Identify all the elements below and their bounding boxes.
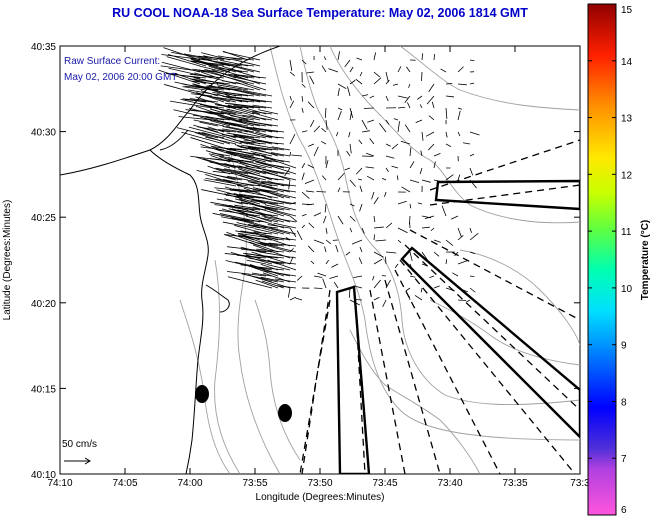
y-tick-label: 40:20 [31, 299, 56, 310]
x-tick-label: 74:05 [112, 478, 137, 489]
y-axis-ticks: 40:35 40:30 40:25 40:20 40:15 40:10 [31, 42, 580, 481]
colorbar-tick-label: 8 [621, 397, 627, 408]
x-tick-label: 73:35 [502, 478, 527, 489]
current-vectors [158, 47, 480, 308]
x-axis-label: Longitude (Degrees:Minutes) [256, 492, 385, 503]
y-tick-label: 40:30 [31, 128, 56, 139]
colorbar-label: Temperature (°C) [640, 220, 651, 301]
x-tick-label: 74:10 [47, 478, 72, 489]
colorbar-tick-label: 13 [621, 114, 633, 125]
colorbar-tick-label: 15 [621, 5, 633, 16]
scale-label: 50 cm/s [62, 439, 97, 450]
y-tick-label: 40:15 [31, 384, 56, 395]
colorbar-ticks: 15 14 13 12 11 10 9 8 7 6 [588, 3, 633, 516]
x-axis-ticks: 74:10 74:05 74:00 73:55 73:50 73:45 73:40 73:35… [47, 46, 590, 489]
transect-boxes [335, 179, 580, 474]
site-marker-south [278, 404, 292, 422]
colorbar-tick-label: 6 [621, 505, 627, 516]
colorbar-tick-label: 12 [621, 170, 633, 181]
y-tick-label: 40:35 [31, 42, 56, 53]
site-marker-north [195, 385, 209, 403]
x-tick-label: 73:3 [570, 478, 590, 489]
annotation-line1: Raw Surface Current: [64, 56, 160, 67]
y-tick-label: 40:10 [31, 470, 56, 481]
x-tick-label: 73:50 [307, 478, 332, 489]
colorbar-tick-label: 11 [621, 227, 632, 238]
colorbar-tick-label: 10 [621, 284, 633, 295]
colorbar [587, 3, 617, 516]
x-tick-label: 73:40 [437, 478, 462, 489]
x-tick-label: 73:55 [242, 478, 267, 489]
x-tick-label: 73:45 [372, 478, 397, 489]
y-axis-label: Latitude (Degrees:Minutes) [2, 200, 13, 321]
plot-frame [59, 45, 581, 475]
colorbar-tick-label: 7 [621, 454, 627, 465]
x-tick-label: 74:00 [177, 478, 202, 489]
y-tick-label: 40:25 [31, 213, 56, 224]
figure-title: RU COOL NOAA-18 Sea Surface Temperature:… [112, 6, 528, 20]
colorbar-tick-label: 9 [621, 341, 627, 352]
annotation-line2: May 02, 2006 20:00 GMT [64, 72, 177, 83]
scale-arrow [64, 457, 91, 465]
colorbar-tick-label: 14 [621, 57, 633, 68]
